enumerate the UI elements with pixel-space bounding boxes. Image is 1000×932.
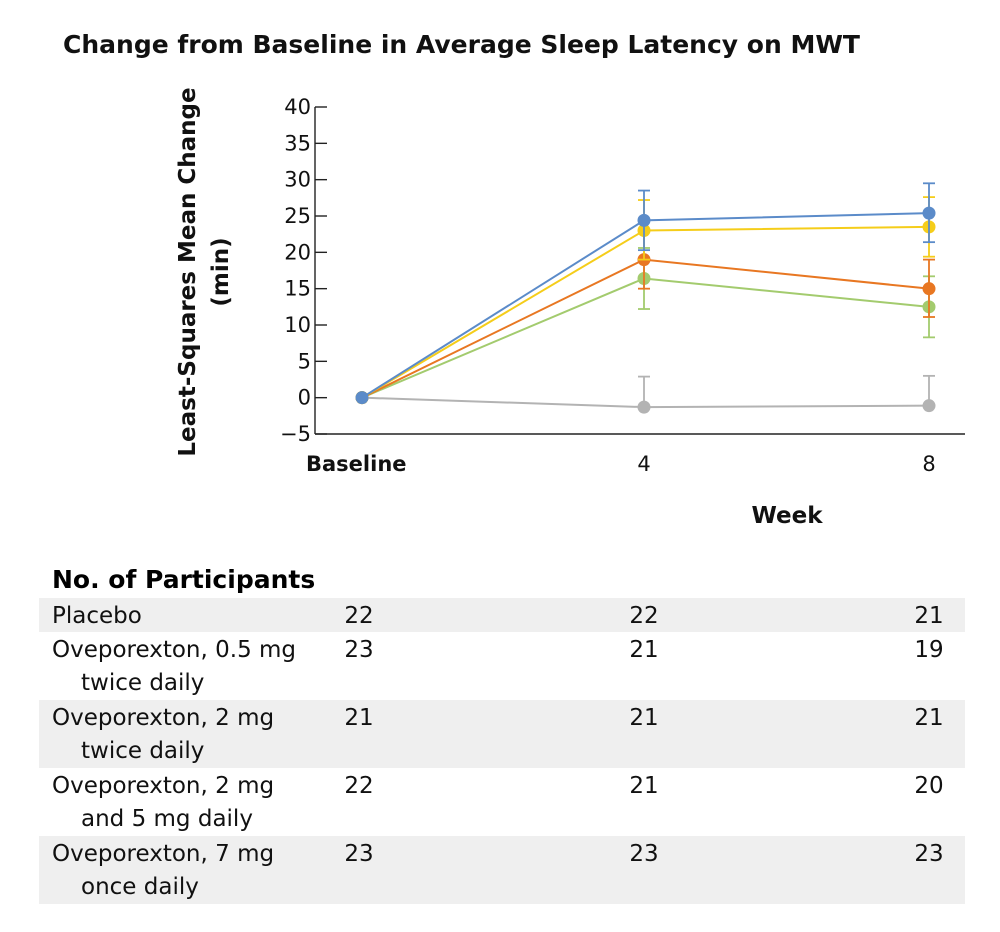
row-label: twice daily xyxy=(81,670,204,696)
series-line xyxy=(361,212,930,399)
row-label: Oveporexton, 2 mg xyxy=(52,705,274,731)
row-value: 22 xyxy=(344,603,373,629)
table-row-shade xyxy=(39,836,965,904)
row-value: 21 xyxy=(629,637,658,663)
row-label: Oveporexton, 0.5 mg xyxy=(52,637,296,663)
data-point xyxy=(637,213,651,227)
row-label: Oveporexton, 2 mg xyxy=(52,773,274,799)
row-label: and 5 mg daily xyxy=(81,806,253,832)
row-value: 21 xyxy=(629,773,658,799)
table-row: Oveporexton, 0.5 mg twice daily 23 21 19 xyxy=(52,637,944,696)
y-tick-label: 40 xyxy=(284,95,311,119)
data-point xyxy=(922,206,936,220)
row-label: twice daily xyxy=(81,738,204,764)
table-row: Oveporexton, 7 mg once daily 23 23 23 xyxy=(52,841,944,900)
participants-title: No. of Participants xyxy=(52,565,315,594)
data-point xyxy=(355,391,369,405)
data-point xyxy=(637,400,651,414)
table-row: Oveporexton, 2 mg twice daily 21 21 21 xyxy=(52,705,944,764)
y-tick-label: 30 xyxy=(284,168,311,192)
y-tick-label: −5 xyxy=(280,422,311,446)
row-value: 20 xyxy=(914,773,943,799)
series-oveporexton-0-5-mg-twice-daily xyxy=(355,247,936,405)
y-tick-label: 5 xyxy=(298,349,311,373)
table-row-shade xyxy=(39,598,965,632)
table-row-shade xyxy=(39,700,965,768)
y-tick-label: 0 xyxy=(298,386,311,410)
row-value: 23 xyxy=(344,637,373,663)
row-label: Placebo xyxy=(52,603,142,629)
row-value: 22 xyxy=(629,603,658,629)
row-value: 21 xyxy=(914,705,943,731)
y-tick-label: 25 xyxy=(284,204,311,228)
row-value: 23 xyxy=(629,841,658,867)
row-value: 21 xyxy=(344,705,373,731)
row-value: 22 xyxy=(344,773,373,799)
y-tick-label: 20 xyxy=(284,240,311,264)
plot-area: −5 0 5 10 15 20 25 30 35 40 Least-Squares Mean Cha… xyxy=(175,87,965,529)
y-tick-label: 35 xyxy=(284,131,311,155)
row-value: 23 xyxy=(344,841,373,867)
row-label: Oveporexton, 7 mg xyxy=(52,841,274,867)
table-row: Oveporexton, 2 mg and 5 mg daily 22 21 20 xyxy=(52,773,944,832)
x-tick-label: Baseline xyxy=(306,452,407,476)
x-tick-label: 4 xyxy=(637,452,650,476)
data-point xyxy=(922,399,936,413)
y-tick-label: 10 xyxy=(284,313,311,337)
series-placebo xyxy=(355,374,936,414)
series-line xyxy=(361,225,930,399)
data-point xyxy=(922,282,936,296)
x-tick-label: 8 xyxy=(922,452,935,476)
y-tick-label: 15 xyxy=(284,277,311,301)
row-label: once daily xyxy=(81,874,199,900)
chart-title: Change from Baseline in Average Sleep La… xyxy=(63,30,860,59)
series-oveporexton-7-mg-once-daily xyxy=(355,182,936,405)
series-oveporexton-2-mg-twice-daily xyxy=(355,228,936,405)
row-value: 23 xyxy=(914,841,943,867)
table-row: Placebo 22 22 21 xyxy=(52,603,944,629)
row-value: 19 xyxy=(914,637,943,663)
y-axis-title: (min) xyxy=(208,237,234,306)
row-value: 21 xyxy=(914,603,943,629)
y-axis-title: Least-Squares Mean Change xyxy=(175,87,201,456)
series-line xyxy=(361,277,930,399)
row-value: 21 xyxy=(629,705,658,731)
x-axis-title: Week xyxy=(751,503,823,529)
series-oveporexton-2-mg-and-5-mg-daily xyxy=(355,196,936,405)
